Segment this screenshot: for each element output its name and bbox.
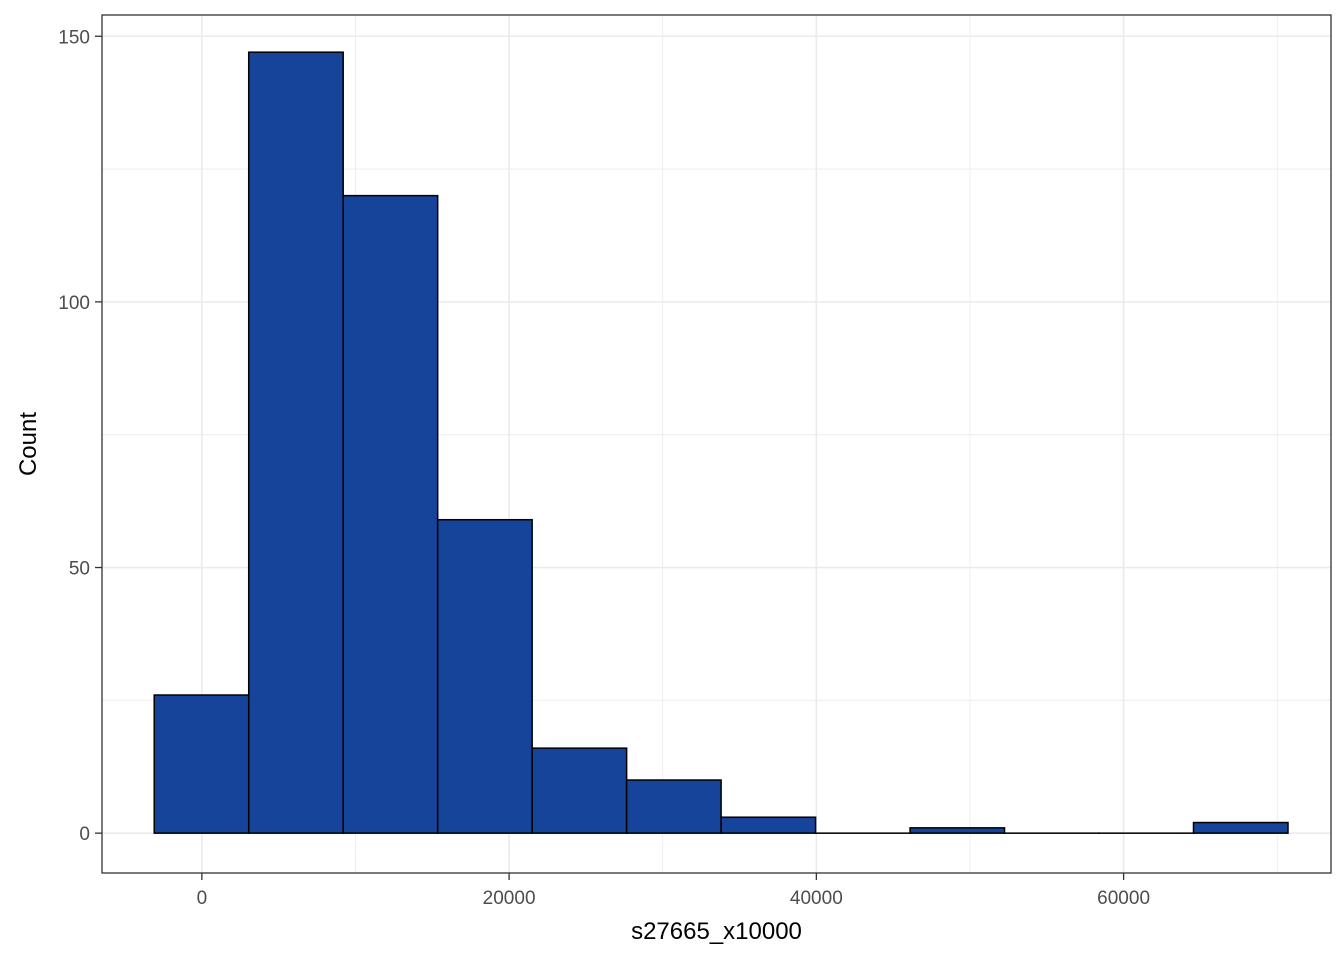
x-tick-label: 0 bbox=[197, 888, 208, 909]
histogram-bar bbox=[531, 747, 628, 834]
histogram-bars bbox=[153, 51, 1289, 834]
y-tick-label: 50 bbox=[69, 559, 90, 580]
histogram-bar bbox=[436, 518, 533, 834]
histogram-bar bbox=[909, 827, 1006, 834]
histogram-bar bbox=[1192, 821, 1289, 834]
histogram-bar bbox=[153, 694, 250, 834]
x-tick-label: 60000 bbox=[1097, 888, 1150, 909]
y-axis-title: Count bbox=[15, 412, 42, 476]
histogram-bar bbox=[247, 51, 344, 834]
x-tick-label: 20000 bbox=[483, 888, 536, 909]
axes: 0 20000 40000 60000 0 50 100 150 bbox=[58, 27, 1150, 909]
x-axis-title: s27665_x10000 bbox=[631, 918, 802, 945]
panel-border bbox=[101, 14, 1332, 874]
x-tick-label: 40000 bbox=[790, 888, 843, 909]
grid-lines bbox=[102, 15, 1331, 873]
y-tick-label: 0 bbox=[79, 824, 90, 845]
histogram-bar bbox=[625, 779, 722, 834]
histogram-bar bbox=[720, 816, 817, 834]
y-tick-label: 150 bbox=[58, 27, 90, 48]
histogram-bar bbox=[342, 194, 439, 834]
y-tick-label: 100 bbox=[58, 293, 90, 314]
